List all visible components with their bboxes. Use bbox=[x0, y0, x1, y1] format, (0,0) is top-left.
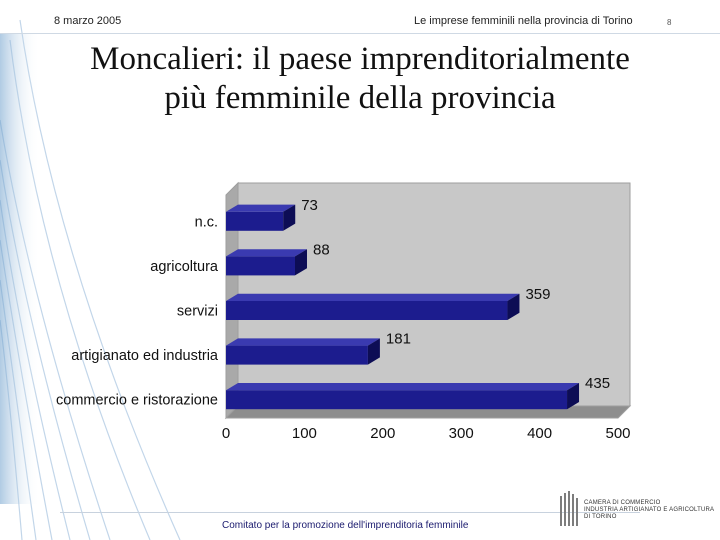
bar-group-4 bbox=[226, 383, 580, 410]
bar-group-3 bbox=[226, 338, 380, 365]
bar-side bbox=[294, 249, 307, 276]
bar-side bbox=[367, 338, 380, 365]
bar bbox=[226, 345, 368, 365]
data-label: 73 bbox=[301, 197, 318, 214]
bar-side bbox=[567, 383, 580, 410]
category-label: n.c. bbox=[195, 214, 218, 230]
x-tick-label: 100 bbox=[292, 425, 317, 442]
x-tick-label: 400 bbox=[527, 425, 552, 442]
category-label: artigianato ed industria bbox=[71, 348, 219, 364]
logo-line-3: DI TORINO bbox=[584, 514, 617, 520]
bar-side bbox=[507, 293, 520, 320]
bar-top bbox=[226, 383, 580, 391]
bar-top bbox=[226, 293, 520, 301]
data-label: 359 bbox=[525, 286, 550, 303]
bar-top bbox=[226, 204, 296, 212]
slide-title-line-2: più femminile della provincia bbox=[164, 80, 556, 116]
bar bbox=[226, 211, 284, 231]
chamber-logo-mark bbox=[560, 491, 578, 526]
x-tick-label: 500 bbox=[605, 425, 630, 442]
category-label: agricoltura bbox=[150, 259, 219, 275]
slide-title-line-1: Moncalieri: il paese imprenditorialmente bbox=[90, 41, 630, 77]
data-label: 181 bbox=[386, 331, 411, 348]
footer-rule bbox=[60, 512, 640, 513]
bar bbox=[226, 390, 568, 410]
bar bbox=[226, 301, 508, 320]
x-tick-label: 0 bbox=[222, 425, 230, 442]
logo-line-2: INDUSTRIA ARTIGIANATO E AGRICOLTURA bbox=[584, 507, 715, 513]
data-label: 435 bbox=[585, 375, 610, 392]
page-number: 8 bbox=[667, 18, 672, 27]
data-label: 88 bbox=[313, 241, 330, 258]
footer-text: Comitato per la promozione dell'imprendi… bbox=[222, 520, 469, 531]
header-rule bbox=[0, 33, 720, 34]
bar-top bbox=[226, 338, 380, 346]
slide-title: Moncalieri: il paese imprenditorialmente… bbox=[40, 40, 680, 118]
bar-group-0 bbox=[226, 204, 296, 231]
chamber-logo: CAMERA DI COMMERCIO INDUSTRIA ARTIGIANAT… bbox=[558, 490, 714, 530]
header-date: 8 marzo 2005 bbox=[54, 15, 122, 27]
category-label: commercio e ristorazione bbox=[56, 393, 218, 409]
x-tick-label: 300 bbox=[449, 425, 474, 442]
bar-top bbox=[226, 249, 307, 257]
bar-group-1 bbox=[226, 249, 307, 276]
x-tick-label: 200 bbox=[370, 425, 395, 442]
bar bbox=[226, 256, 295, 276]
category-label: servizi bbox=[177, 304, 218, 320]
bar-side bbox=[283, 204, 296, 231]
header-subtitle: Le imprese femminili nella provincia di … bbox=[414, 15, 633, 27]
bar-group-2 bbox=[226, 293, 520, 320]
logo-line-1: CAMERA DI COMMERCIO bbox=[584, 500, 661, 506]
